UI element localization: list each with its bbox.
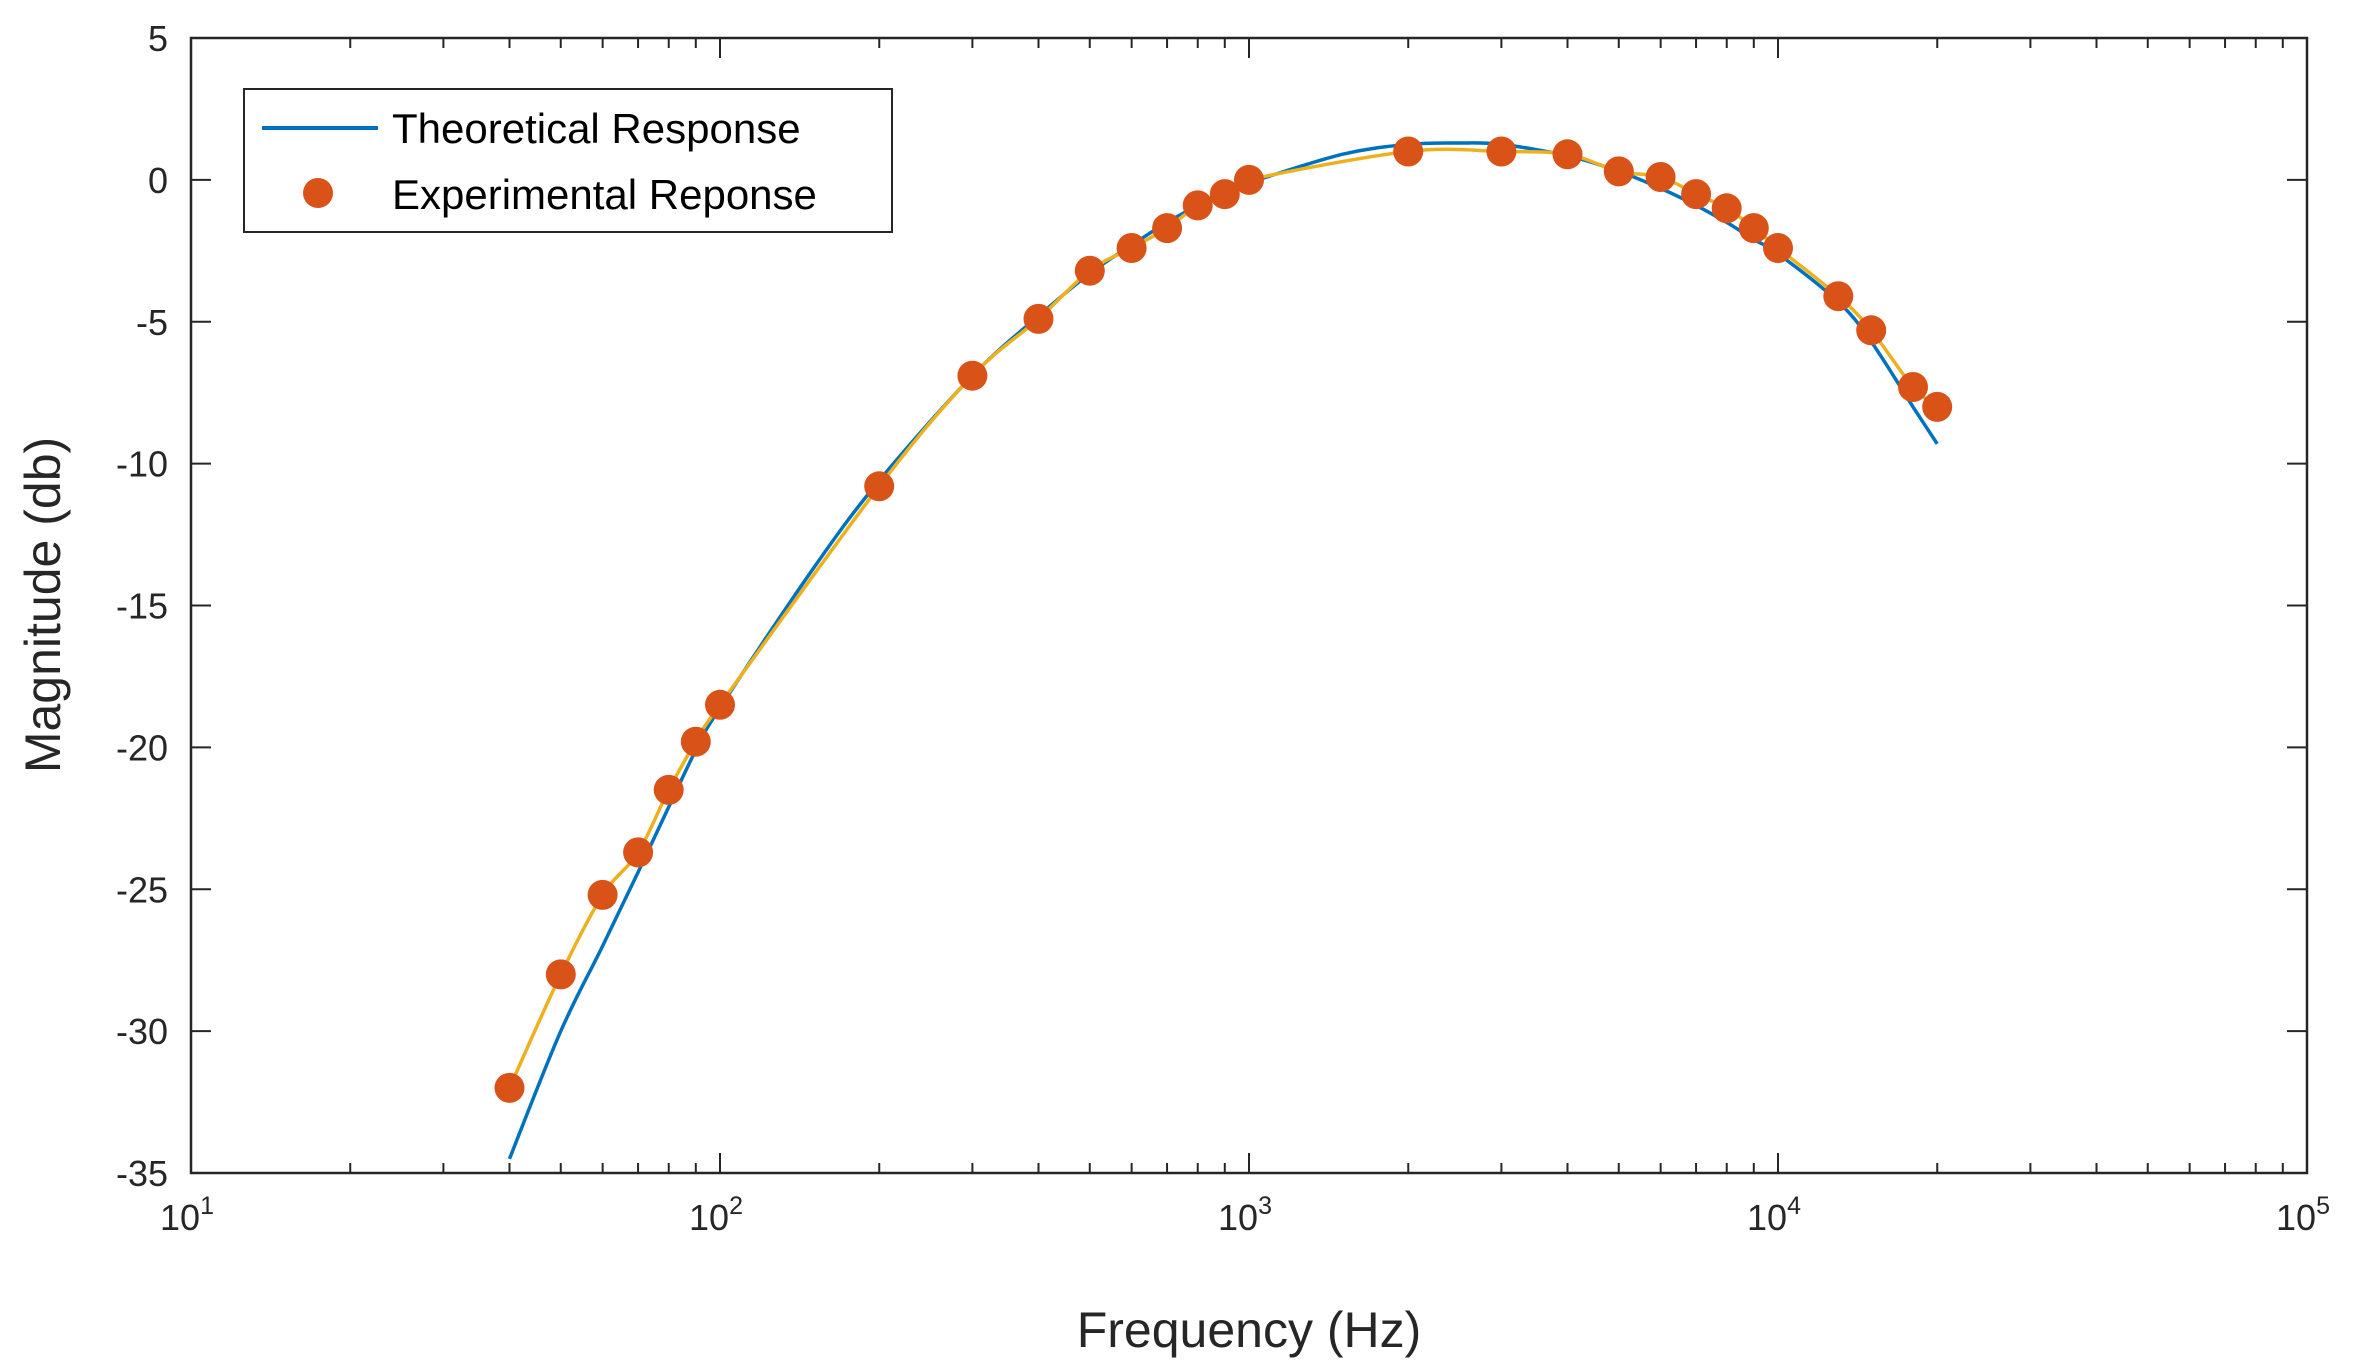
experimental-data-point	[1234, 164, 1264, 195]
x-tick-label: 101	[160, 1192, 214, 1238]
y-tick-label: -30	[116, 1011, 168, 1052]
experimental-data-point	[680, 726, 711, 757]
series-layer	[494, 136, 1953, 1160]
experimental-data-point	[1182, 190, 1213, 221]
y-tick-labels: 5 0 -5 -10 -15 -20 -25 -30 -35	[116, 18, 168, 1194]
legend-box	[243, 88, 893, 233]
x-tick-label: 104	[1747, 1192, 1801, 1238]
y-tick-label: 0	[148, 160, 168, 201]
experimental-data-point	[1023, 303, 1054, 334]
x-tick-label: 105	[2276, 1192, 2330, 1238]
experimental-data-point	[1898, 372, 1928, 402]
experimental-data-point	[705, 689, 735, 720]
legend-experimental-label: Experimental Reponse	[392, 171, 817, 218]
y-tick-label: -25	[116, 869, 168, 910]
y-tick-label: -15	[116, 586, 168, 627]
x-tick-exponent: 5	[2316, 1192, 2330, 1220]
experimental-data-point	[1074, 255, 1105, 286]
y-tick-label: -35	[116, 1153, 168, 1194]
x-tick-exponent: 2	[729, 1192, 743, 1220]
experimental-data-point	[864, 471, 895, 502]
y-tick-label: 5	[148, 18, 168, 59]
experimental-data-point	[1552, 139, 1583, 170]
plot-area-frame	[189, 36, 2309, 1175]
y-tick-label: -5	[136, 302, 168, 343]
experimental-data-point	[1823, 281, 1854, 312]
experimental-data-point	[1763, 233, 1793, 263]
minor-ticks	[349, 38, 2284, 1173]
x-tick-base: 10	[1747, 1197, 1787, 1238]
x-tick-label: 103	[1218, 1192, 1272, 1238]
experimental-data-point	[1393, 136, 1424, 167]
y-axis-title: Magnitude (db)	[15, 437, 71, 773]
experimental-data-point	[1681, 179, 1712, 210]
y-tick-label: -20	[116, 727, 168, 768]
experimental-data-point	[1856, 315, 1887, 346]
experimental-data-point	[1603, 156, 1634, 187]
x-tick-base: 10	[1218, 1197, 1258, 1238]
experimental-data-point	[1645, 162, 1676, 192]
legend-experimental-marker-sample	[303, 178, 333, 208]
x-tick-exponent: 4	[1787, 1192, 1801, 1220]
experimental-data-point	[494, 1072, 525, 1103]
experimental-data-point	[587, 879, 618, 910]
x-tick-base: 10	[689, 1197, 729, 1238]
x-tick-exponent: 3	[1258, 1192, 1272, 1220]
legend-theoretical-label: Theoretical Response	[392, 105, 801, 152]
experimental-data-point	[1486, 136, 1517, 167]
experimental-data-point	[1738, 213, 1769, 244]
experimental-data-point	[545, 959, 576, 990]
x-tick-base: 10	[2276, 1197, 2316, 1238]
x-tick-label: 102	[689, 1192, 743, 1238]
legend: Theoretical Response Experimental Repons…	[243, 88, 893, 233]
x-axis-title: Frequency (Hz)	[1077, 1302, 1422, 1358]
experimental-data-point	[1152, 213, 1183, 244]
experimental-data-point	[653, 774, 684, 805]
experimental-data-point	[1209, 179, 1240, 210]
experimental-data-point	[623, 837, 654, 868]
experimental-data-point	[1711, 193, 1742, 224]
experimental-data-point	[957, 360, 988, 391]
experimental-data-point	[1116, 233, 1147, 263]
experimental-data-point	[1922, 391, 1953, 422]
y-tick-label: -10	[116, 444, 168, 485]
x-tick-base: 10	[160, 1197, 200, 1238]
x-tick-exponent: 1	[200, 1192, 214, 1220]
x-tick-labels: 101 102 103 104 105	[160, 1192, 2330, 1238]
